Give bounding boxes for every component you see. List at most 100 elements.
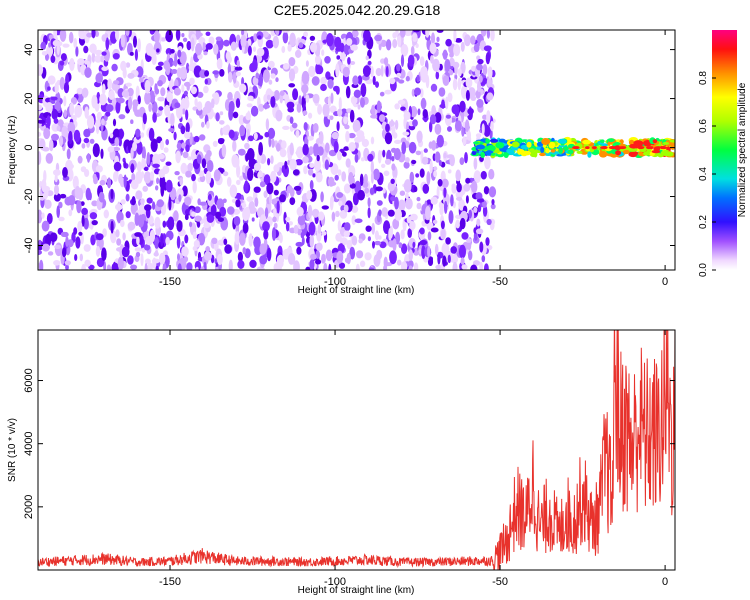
spectrogram-noise-blob xyxy=(264,131,270,138)
snr-panel: -150 -100 -50 0 2000 4000 6000 Height of stra… xyxy=(7,329,676,596)
spectrogram-noise-blob xyxy=(442,49,448,60)
spectrogram-noise-blob xyxy=(351,30,359,38)
spectrogram-noise-blob xyxy=(442,75,450,86)
spectrogram-noise-blob xyxy=(235,199,241,208)
spectrogram-noise-blob xyxy=(275,142,281,152)
spectrogram-noise-blob xyxy=(465,195,469,204)
spectrogram-noise-blob xyxy=(223,39,230,47)
spectrogram-noise-blob xyxy=(144,204,152,211)
spectrogram-noise-blob xyxy=(174,102,181,109)
spectrogram-noise-blob xyxy=(296,206,304,217)
spectrogram-noise-blob xyxy=(315,50,320,57)
spectrogram-noise-blob xyxy=(179,66,188,80)
spectrogram-noise-blob xyxy=(293,185,302,191)
spectrogram-noise-blob xyxy=(62,43,70,48)
spectrogram-noise-blob xyxy=(130,264,138,270)
spectrogram-noise-blob xyxy=(134,48,138,61)
spectrogram-noise-blob xyxy=(331,131,339,140)
spectrogram-tone-blob xyxy=(557,138,567,144)
spectrogram-noise-blob xyxy=(180,125,186,135)
spectrogram-noise-blob xyxy=(391,155,395,162)
spectrogram-noise-blob xyxy=(154,83,158,94)
spectrogram-noise-blob xyxy=(101,247,107,261)
spectrogram-noise-blob xyxy=(173,131,177,141)
spectrogram-noise-blob xyxy=(99,179,106,186)
spectrogram-noise-blob xyxy=(400,229,405,240)
spectrogram-noise-blob xyxy=(153,252,159,257)
spectrogram-noise-blob xyxy=(165,179,173,193)
spectrogram-noise-blob xyxy=(95,72,103,84)
spectrogram-noise-blob xyxy=(281,30,290,33)
spectrogram-noise-blob xyxy=(443,152,447,159)
spectrogram-noise-blob xyxy=(227,206,235,215)
spectrogram-noise-blob xyxy=(227,91,233,101)
spectrogram-tone-blob xyxy=(662,141,670,145)
spectrogram-noise-blob xyxy=(479,241,484,253)
spectrogram-noise-blob xyxy=(375,67,382,77)
spectrogram-noise-blob xyxy=(387,209,395,217)
spectrogram-noise-blob xyxy=(367,60,372,66)
spectrogram-noise-blob xyxy=(295,241,304,247)
spectrogram-noise-blob xyxy=(349,109,355,123)
spectrogram-noise-blob xyxy=(50,55,56,63)
spectrogram-noise-blob xyxy=(308,221,316,236)
spectrogram-noise-blob xyxy=(158,106,164,111)
spectrogram-noise-blob xyxy=(162,262,167,270)
spectrogram-frame xyxy=(37,29,676,271)
spectrogram-noise-blob xyxy=(79,253,84,262)
spectrogram-noise-blob xyxy=(397,35,402,48)
spectrogram-noise-blob xyxy=(152,163,160,168)
spectrogram-noise-blob xyxy=(65,236,69,248)
spectrogram-noise-blob xyxy=(165,161,172,166)
spectrogram-noise-blob xyxy=(427,245,431,258)
spectrogram-noise-blob xyxy=(434,112,442,123)
spectrogram-noise-blob xyxy=(115,101,121,114)
spectrogram-noise-blob xyxy=(125,82,132,87)
spectrogram-tone-peak xyxy=(655,146,661,150)
spectrogram-noise-blob xyxy=(177,49,182,58)
spectrogram-noise-blob xyxy=(211,98,215,109)
spectrogram-noise-blob xyxy=(403,179,412,193)
spectrogram-noise-blob xyxy=(343,183,351,194)
spectrogram-noise-blob xyxy=(54,184,59,196)
spectrogram-noise-blob xyxy=(140,198,145,205)
spectrogram-noise-blob xyxy=(162,220,167,228)
snr-y-axis-label: SNR (10 * v/v) xyxy=(7,418,18,482)
spectrogram-noise-blob xyxy=(157,96,165,102)
spectrogram-noise-blob xyxy=(226,176,232,187)
spectrogram-noise-blob xyxy=(91,30,96,39)
spectrogram-noise-blob xyxy=(38,239,42,246)
spectrogram-noise-blob xyxy=(454,106,460,118)
spectrogram-noise-blob xyxy=(398,242,403,249)
spectrogram-tone-peak xyxy=(660,146,665,150)
spectrogram-noise-blob xyxy=(186,40,192,51)
spectrogram-noise-blob xyxy=(398,199,406,212)
spectrogram-noise-blob xyxy=(470,264,478,270)
spectrogram-noise-blob xyxy=(102,228,107,238)
spectrogram-marks xyxy=(38,30,675,270)
spectrogram-noise-blob xyxy=(46,115,51,128)
spectrogram-noise-blob xyxy=(394,119,399,130)
spectrogram-noise-blob xyxy=(486,30,490,39)
spectrogram-tone-blob xyxy=(548,141,556,149)
spectrogram-noise-blob xyxy=(393,132,398,139)
spectrogram-noise-blob xyxy=(448,69,454,76)
spectrogram-noise-blob xyxy=(345,130,350,143)
spectrogram-tone-blob xyxy=(480,151,486,158)
colorbar-tick-label: 0.2 xyxy=(698,215,709,229)
spectrogram-noise-blob xyxy=(284,160,288,170)
spectrogram-noise-blob xyxy=(381,163,386,168)
spectrogram-noise-blob xyxy=(288,83,296,88)
spectrogram-noise-blob xyxy=(281,165,286,174)
spectrogram-noise-blob xyxy=(295,49,302,59)
spectrogram-noise-blob xyxy=(367,207,371,219)
spectrogram-noise-blob xyxy=(170,112,175,127)
spectrogram-noise-blob xyxy=(65,264,69,270)
spectrogram-tone-blob xyxy=(628,147,638,152)
spectrogram-noise-blob xyxy=(327,78,334,89)
spectrogram-noise-blob xyxy=(282,31,289,44)
spectrogram-noise-blob xyxy=(311,76,320,86)
spectrogram-noise-blob xyxy=(80,201,85,207)
spectrogram-noise-blob xyxy=(422,183,430,194)
spectrogram-tone-blob xyxy=(506,148,512,154)
